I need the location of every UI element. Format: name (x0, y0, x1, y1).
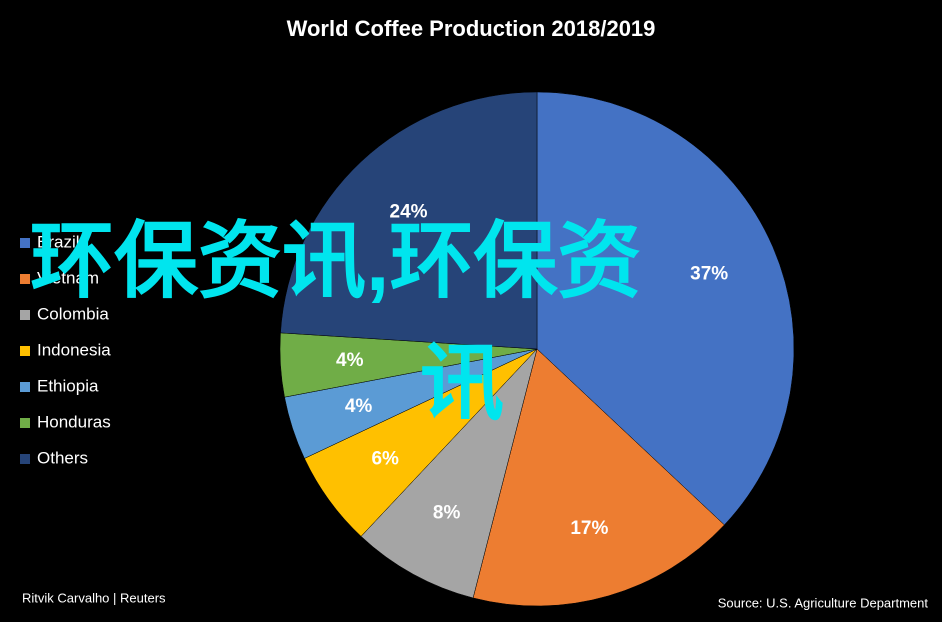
legend-label: Ethiopia (37, 376, 99, 395)
legend-swatch (20, 418, 30, 428)
legend-swatch (20, 274, 30, 284)
legend-swatch (20, 346, 30, 356)
data-label: 8% (433, 502, 461, 523)
legend-label: Colombia (37, 304, 109, 323)
legend-label: Brazil (37, 232, 80, 251)
credit: Ritvik Carvalho | Reuters (22, 590, 166, 605)
watermark: 环保资讯,环保资 (30, 214, 641, 308)
pie: 37% 17% 8% 6% 4% 4% 24% (279, 91, 795, 607)
data-label: 4% (345, 396, 373, 417)
legend-swatch (20, 238, 30, 248)
data-label: 17% (570, 518, 608, 539)
pie-slice (360, 348, 538, 599)
legend: Brazil Vietnam Colombia Indonesia Ethiopia Ho… (20, 232, 111, 467)
legend-label: Honduras (37, 412, 111, 431)
legend-label: Others (37, 448, 88, 467)
legend-label: Vietnam (37, 268, 99, 287)
legend-swatch (20, 382, 30, 392)
pie-slice (536, 91, 795, 526)
legend-label: Indonesia (37, 340, 111, 359)
chart-title: World Coffee Production 2018/2019 (287, 16, 656, 41)
watermark: 讯 (420, 336, 504, 430)
legend-swatch (20, 310, 30, 320)
data-label: 37% (690, 264, 728, 285)
data-label: 6% (371, 448, 399, 469)
pie-slice (280, 91, 538, 350)
data-label: 4% (336, 350, 364, 371)
pie-slice (472, 348, 725, 607)
source: Source: U.S. Agriculture Department (718, 595, 929, 610)
legend-swatch (20, 454, 30, 464)
data-label: 24% (390, 201, 428, 222)
